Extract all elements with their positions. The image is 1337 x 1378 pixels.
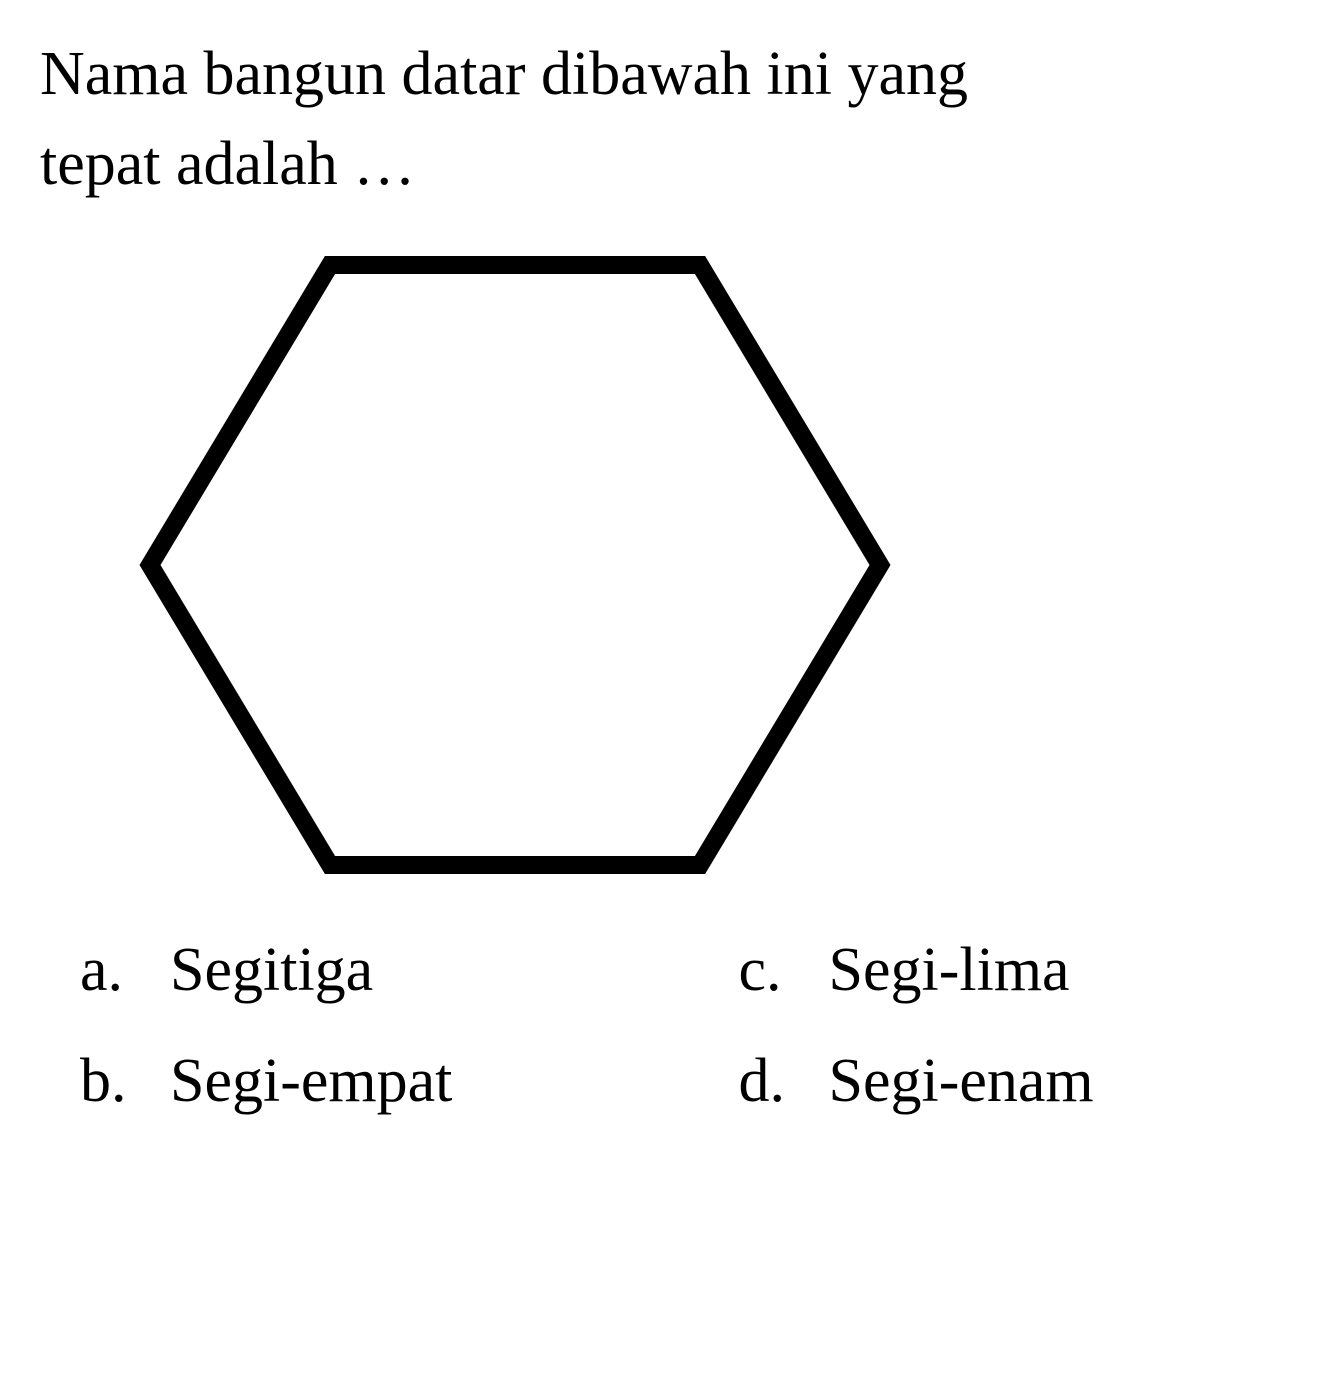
option-letter: b.: [80, 1046, 170, 1117]
option-text: Segi-lima: [829, 935, 1308, 1006]
option-text: Segi-enam: [829, 1046, 1308, 1117]
option-letter: d.: [739, 1046, 829, 1117]
option-letter: a.: [80, 935, 170, 1006]
hexagon-shape: [150, 265, 880, 865]
question-line-1: Nama bangun datar dibawah ini yang: [40, 30, 1307, 120]
option-a: a. Segitiga: [80, 935, 649, 1006]
option-letter: c.: [739, 935, 829, 1006]
option-text: Segi-empat: [170, 1046, 649, 1117]
question-text: Nama bangun datar dibawah ini yang tepat…: [40, 30, 1307, 210]
option-d: d. Segi-enam: [739, 1046, 1308, 1117]
hexagon-icon: [135, 240, 895, 890]
option-c: c. Segi-lima: [739, 935, 1308, 1006]
option-b: b. Segi-empat: [80, 1046, 649, 1117]
option-text: Segitiga: [170, 935, 649, 1006]
hexagon-container: [40, 240, 1307, 890]
question-line-2: tepat adalah …: [40, 120, 1307, 210]
options-container: a. Segitiga c. Segi-lima b. Segi-empat d…: [40, 935, 1307, 1117]
